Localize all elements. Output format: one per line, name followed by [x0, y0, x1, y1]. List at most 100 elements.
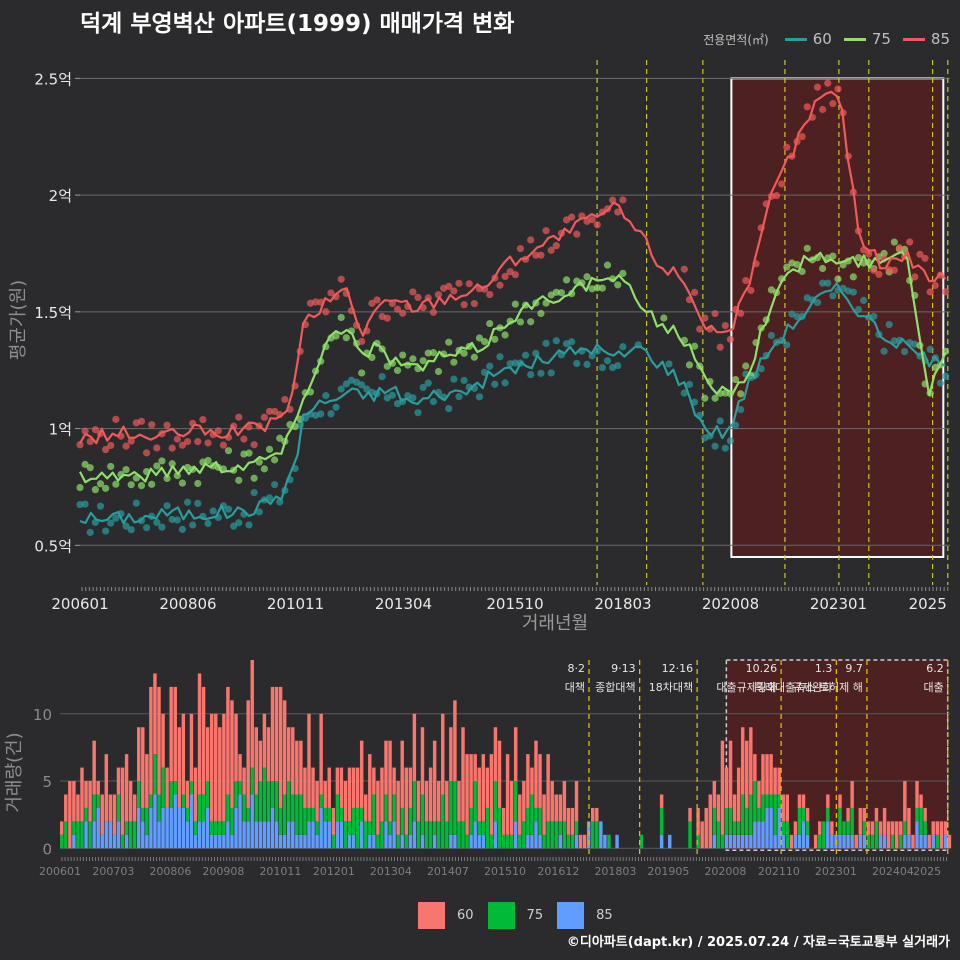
series-line-60: [79, 282, 946, 525]
volume-bar-85: [351, 834, 356, 849]
volume-bar-85: [161, 807, 165, 849]
volume-bar-75: [505, 834, 510, 849]
scatter-point-85: [168, 444, 176, 452]
scatter-point-85: [921, 254, 929, 262]
scatter-point-85: [178, 441, 187, 449]
volume-bar-60: [250, 660, 254, 768]
scatter-point-75: [153, 462, 161, 470]
scatter-point-85: [465, 280, 473, 288]
volume-x-tick-label: 200601: [39, 865, 81, 878]
volume-bar-60: [530, 767, 534, 795]
volume-x-tick-label: 201407: [427, 865, 469, 878]
volume-legend-swatch-85: [557, 902, 585, 929]
scatter-point-85: [701, 314, 709, 322]
volume-bar-60: [947, 834, 952, 849]
volume-bar-75: [286, 781, 291, 822]
volume-bar-60: [181, 713, 186, 795]
scatter-point-75: [250, 474, 258, 482]
volume-x-tick-label: 202301: [815, 865, 857, 878]
volume-bar-85: [388, 834, 392, 849]
volume-bar-75: [355, 807, 360, 849]
volume-bar-85: [477, 834, 481, 849]
volume-bar-60: [189, 713, 194, 782]
scatter-point-60: [81, 500, 89, 508]
scatter-point-75: [475, 334, 484, 342]
scatter-point-85: [327, 289, 335, 297]
volume-bar-85: [526, 834, 530, 849]
volume-bar-60: [169, 686, 173, 782]
volume-bar-75: [254, 794, 259, 822]
volume-bar-60: [392, 767, 396, 795]
volume-bar-75: [574, 821, 579, 835]
scatter-point-85: [573, 230, 581, 238]
volume-bar-60: [376, 781, 380, 835]
volume-bar-60: [100, 794, 104, 835]
volume-bar-60: [501, 807, 506, 835]
legend-label-75: 75: [871, 30, 891, 48]
scatter-point-60: [378, 372, 386, 381]
volume-bar-60: [343, 781, 348, 822]
volume-bar-85: [732, 834, 737, 849]
volume-bar-85: [858, 834, 862, 849]
volume-bar-85: [753, 821, 757, 849]
volume-bar-75: [376, 834, 380, 849]
scatter-point-75: [557, 289, 566, 297]
volume-bar-75: [518, 834, 522, 849]
volume-bar-75: [870, 834, 875, 849]
volume-x-tick-label: 200806: [149, 865, 191, 878]
scatter-point-75: [245, 449, 253, 457]
volume-bar-75: [818, 834, 822, 849]
volume-bar-85: [124, 834, 129, 849]
volume-bar-85: [530, 834, 534, 849]
volume-bar-60: [813, 834, 818, 849]
volume-bar-75: [562, 821, 567, 849]
volume-bar-60: [728, 740, 733, 808]
volume-bar-60: [509, 781, 514, 835]
area-legend: 전용면적(㎡) 60 75 85: [703, 30, 950, 48]
volume-bar-75: [96, 794, 100, 808]
volume-bar-85: [668, 834, 672, 849]
volume-bar-60: [939, 821, 944, 849]
scatter-point-60: [716, 417, 724, 425]
volume-bar-85: [801, 821, 806, 849]
volume-bar-85: [469, 834, 473, 849]
scatter-point-60: [173, 516, 181, 524]
volume-bar-85: [335, 821, 340, 849]
volume-bar-75: [850, 807, 854, 835]
volume-bar-75: [740, 794, 745, 835]
volume-bar-60: [712, 781, 717, 808]
volume-bar-85: [599, 821, 603, 849]
scatter-point-75: [737, 390, 745, 398]
scatter-point-85: [696, 325, 704, 333]
volume-bar-75: [205, 781, 210, 808]
scatter-point-60: [783, 341, 791, 349]
volume-bar-60: [518, 794, 522, 835]
scatter-point-75: [388, 359, 397, 367]
volume-bar-60: [323, 781, 327, 808]
scatter-point-75: [598, 284, 606, 292]
x-tick-label: 201803: [594, 595, 651, 613]
volume-bar-60: [315, 781, 319, 822]
volume-bar-75: [428, 821, 433, 849]
volume-bar-60: [915, 781, 919, 808]
scatter-point-60: [598, 364, 606, 372]
scatter-point-60: [757, 365, 765, 373]
scatter-point-75: [742, 362, 750, 370]
volume-bar-75: [530, 794, 534, 835]
scatter-point-75: [849, 273, 857, 281]
volume-bar-75: [120, 834, 125, 849]
volume-bar-75: [76, 821, 80, 849]
volume-bar-75: [728, 807, 733, 835]
volume-bar-60: [420, 727, 425, 795]
volume-x-tick-label: 202008: [704, 865, 746, 878]
volume-bar-85: [181, 807, 186, 849]
volume-bar-60: [116, 767, 121, 795]
volume-bar-60: [368, 754, 372, 822]
scatter-point-75: [880, 249, 888, 258]
volume-bar-60: [903, 781, 907, 822]
volume-bar-60: [120, 767, 125, 835]
scatter-point-60: [450, 375, 458, 383]
x-tick-label: 2025: [909, 595, 947, 613]
scatter-point-85: [260, 413, 268, 421]
